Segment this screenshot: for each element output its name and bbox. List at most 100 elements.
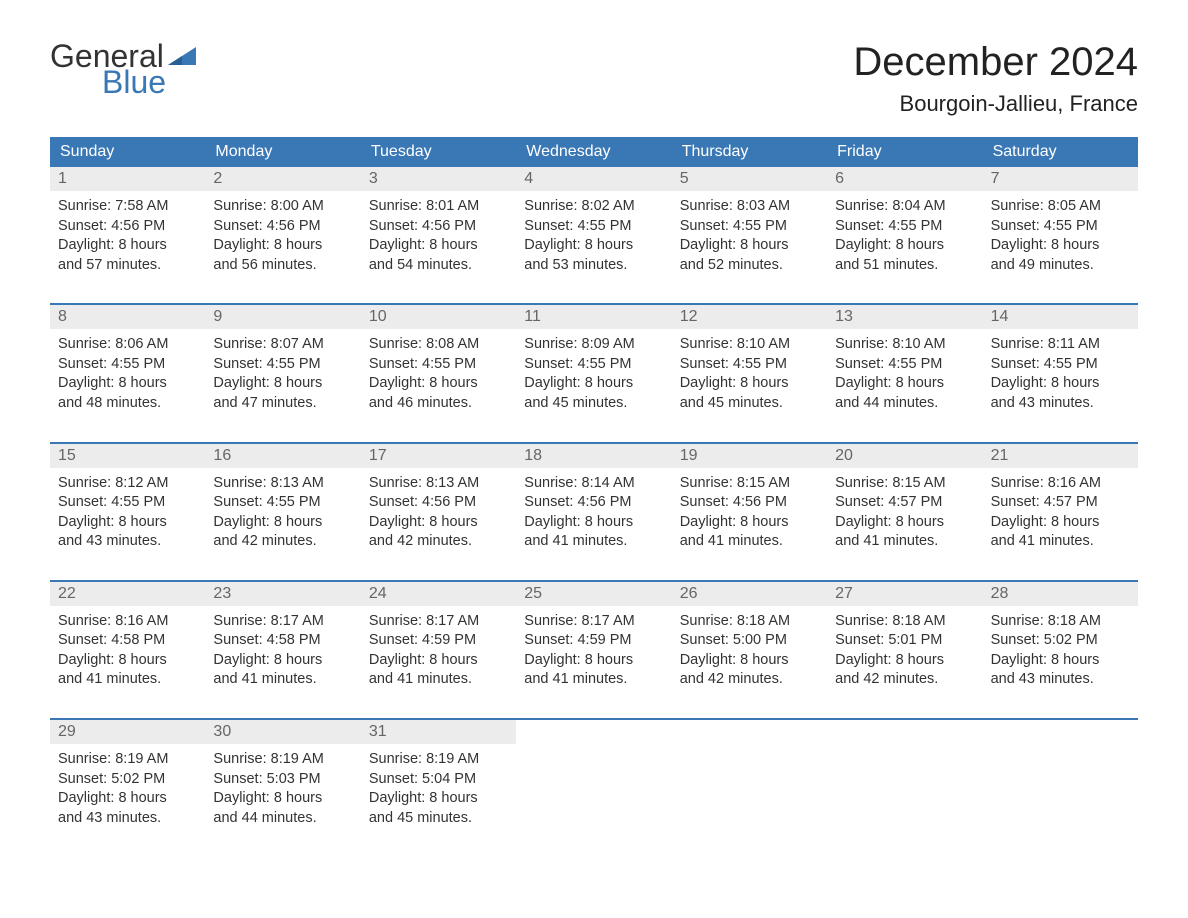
daylight-line1: Daylight: 8 hours [369,789,508,809]
sunset-text: Sunset: 4:55 PM [58,355,197,375]
daylight-line2: and 41 minutes. [213,670,352,690]
daylight-line2: and 51 minutes. [835,256,974,276]
sunset-text: Sunset: 4:57 PM [835,493,974,513]
day-body: Sunrise: 8:07 AMSunset: 4:55 PMDaylight:… [205,329,360,423]
sunrise-text: Sunrise: 8:19 AM [213,750,352,770]
sunrise-text: Sunrise: 8:02 AM [524,197,663,217]
daylight-line2: and 53 minutes. [524,256,663,276]
daylight-line2: and 41 minutes. [835,532,974,552]
day-number: 13 [827,305,982,329]
day-number: 16 [205,444,360,468]
day-cell [827,720,982,838]
daylight-line2: and 43 minutes. [58,809,197,829]
sunrise-text: Sunrise: 8:00 AM [213,197,352,217]
sunset-text: Sunset: 4:55 PM [680,355,819,375]
day-number: 1 [50,167,205,191]
daylight-line1: Daylight: 8 hours [369,513,508,533]
day-cell [672,720,827,838]
daylight-line1: Daylight: 8 hours [58,374,197,394]
day-body: Sunrise: 8:01 AMSunset: 4:56 PMDaylight:… [361,191,516,285]
sunrise-text: Sunrise: 8:16 AM [991,474,1130,494]
day-cell: 20Sunrise: 8:15 AMSunset: 4:57 PMDayligh… [827,444,982,562]
day-body: Sunrise: 8:03 AMSunset: 4:55 PMDaylight:… [672,191,827,285]
daylight-line1: Daylight: 8 hours [213,374,352,394]
sunset-text: Sunset: 4:56 PM [58,217,197,237]
title-block: December 2024 Bourgoin-Jallieu, France [853,40,1138,129]
daylight-line1: Daylight: 8 hours [58,789,197,809]
week-row: 8Sunrise: 8:06 AMSunset: 4:55 PMDaylight… [50,303,1138,423]
sunset-text: Sunset: 4:56 PM [680,493,819,513]
day-number: 12 [672,305,827,329]
daylight-line2: and 41 minutes. [58,670,197,690]
day-body: Sunrise: 8:10 AMSunset: 4:55 PMDaylight:… [672,329,827,423]
week-row: 22Sunrise: 8:16 AMSunset: 4:58 PMDayligh… [50,580,1138,700]
sunset-text: Sunset: 4:59 PM [369,631,508,651]
day-number: 2 [205,167,360,191]
sunset-text: Sunset: 4:56 PM [369,493,508,513]
day-number: 17 [361,444,516,468]
daylight-line1: Daylight: 8 hours [991,651,1130,671]
weekday-header: Sunday Monday Tuesday Wednesday Thursday… [50,137,1138,167]
day-body: Sunrise: 8:14 AMSunset: 4:56 PMDaylight:… [516,468,671,562]
daylight-line2: and 43 minutes. [991,670,1130,690]
day-cell: 10Sunrise: 8:08 AMSunset: 4:55 PMDayligh… [361,305,516,423]
day-cell: 12Sunrise: 8:10 AMSunset: 4:55 PMDayligh… [672,305,827,423]
sunset-text: Sunset: 4:55 PM [58,493,197,513]
week-row: 15Sunrise: 8:12 AMSunset: 4:55 PMDayligh… [50,442,1138,562]
sunrise-text: Sunrise: 8:09 AM [524,335,663,355]
daylight-line1: Daylight: 8 hours [213,651,352,671]
day-number: 21 [983,444,1138,468]
day-number: 20 [827,444,982,468]
day-cell [516,720,671,838]
day-body: Sunrise: 8:17 AMSunset: 4:59 PMDaylight:… [516,606,671,700]
calendar: Sunday Monday Tuesday Wednesday Thursday… [50,137,1138,838]
day-cell: 31Sunrise: 8:19 AMSunset: 5:04 PMDayligh… [361,720,516,838]
day-cell: 6Sunrise: 8:04 AMSunset: 4:55 PMDaylight… [827,167,982,285]
day-number: 28 [983,582,1138,606]
daylight-line1: Daylight: 8 hours [835,236,974,256]
day-body: Sunrise: 8:19 AMSunset: 5:02 PMDaylight:… [50,744,205,838]
daylight-line2: and 43 minutes. [991,394,1130,414]
weekday-col: Tuesday [361,137,516,167]
daylight-line2: and 41 minutes. [369,670,508,690]
sunrise-text: Sunrise: 8:17 AM [524,612,663,632]
sunset-text: Sunset: 4:55 PM [991,355,1130,375]
daylight-line2: and 57 minutes. [58,256,197,276]
sunset-text: Sunset: 4:56 PM [369,217,508,237]
sunset-text: Sunset: 4:55 PM [680,217,819,237]
logo: General Blue [50,40,196,98]
day-cell: 5Sunrise: 8:03 AMSunset: 4:55 PMDaylight… [672,167,827,285]
day-number: 22 [50,582,205,606]
day-number: 27 [827,582,982,606]
day-cell: 26Sunrise: 8:18 AMSunset: 5:00 PMDayligh… [672,582,827,700]
day-body: Sunrise: 8:17 AMSunset: 4:58 PMDaylight:… [205,606,360,700]
day-number: 29 [50,720,205,744]
day-cell: 2Sunrise: 8:00 AMSunset: 4:56 PMDaylight… [205,167,360,285]
sunrise-text: Sunrise: 8:06 AM [58,335,197,355]
daylight-line2: and 41 minutes. [680,532,819,552]
sunrise-text: Sunrise: 8:13 AM [369,474,508,494]
daylight-line1: Daylight: 8 hours [991,374,1130,394]
day-body: Sunrise: 8:15 AMSunset: 4:56 PMDaylight:… [672,468,827,562]
daylight-line2: and 45 minutes. [369,809,508,829]
day-cell: 7Sunrise: 8:05 AMSunset: 4:55 PMDaylight… [983,167,1138,285]
daylight-line1: Daylight: 8 hours [680,651,819,671]
sunset-text: Sunset: 5:02 PM [58,770,197,790]
daylight-line2: and 43 minutes. [58,532,197,552]
day-number: 7 [983,167,1138,191]
weekday-col: Thursday [672,137,827,167]
sunset-text: Sunset: 4:58 PM [213,631,352,651]
daylight-line1: Daylight: 8 hours [835,513,974,533]
sunrise-text: Sunrise: 8:18 AM [991,612,1130,632]
daylight-line1: Daylight: 8 hours [369,236,508,256]
sunset-text: Sunset: 4:55 PM [835,217,974,237]
sunset-text: Sunset: 5:02 PM [991,631,1130,651]
day-number: 9 [205,305,360,329]
sunset-text: Sunset: 4:55 PM [524,217,663,237]
day-body: Sunrise: 8:18 AMSunset: 5:01 PMDaylight:… [827,606,982,700]
sunrise-text: Sunrise: 8:17 AM [369,612,508,632]
day-cell: 24Sunrise: 8:17 AMSunset: 4:59 PMDayligh… [361,582,516,700]
sunrise-text: Sunrise: 8:16 AM [58,612,197,632]
daylight-line1: Daylight: 8 hours [680,513,819,533]
sunrise-text: Sunrise: 8:08 AM [369,335,508,355]
